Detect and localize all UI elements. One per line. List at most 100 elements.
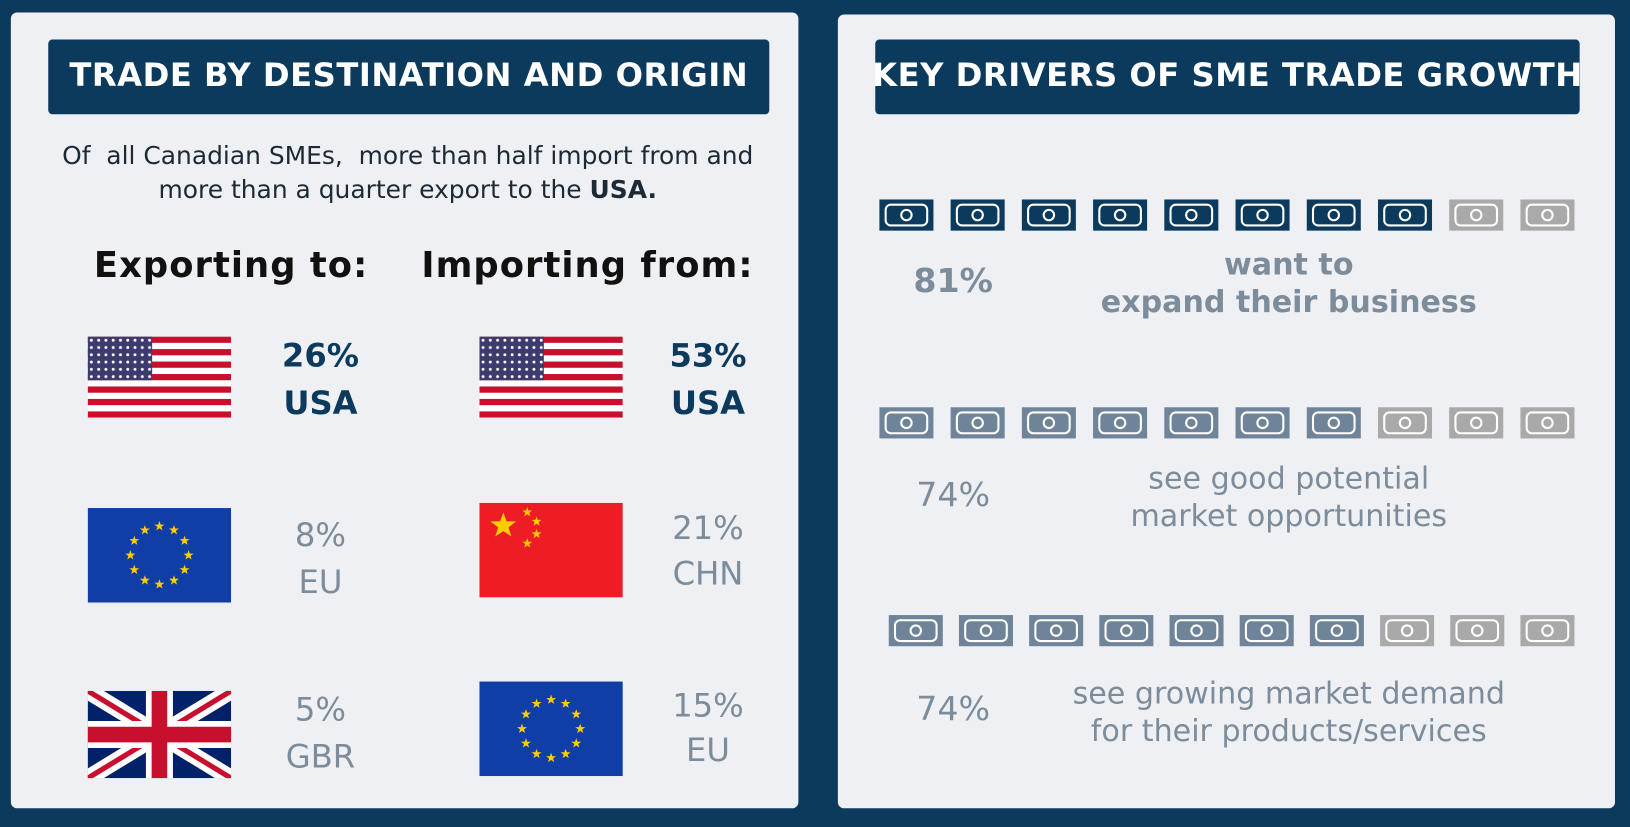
money-icon-inner: [1104, 619, 1149, 643]
driver-text: expand their business: [1101, 285, 1477, 320]
money-icon-inner: [1169, 203, 1214, 227]
money-icon-coin: [1469, 208, 1483, 222]
percent: 15%: [672, 687, 744, 725]
money-icons: [879, 199, 1575, 231]
country: GBR: [286, 737, 355, 775]
panel-title: KEY DRIVERS OF SME TRADE GROWTH: [872, 56, 1583, 94]
money-icon-inner: [1027, 203, 1071, 227]
percent: 21%: [672, 509, 744, 547]
money-icon-coin: [1113, 416, 1127, 430]
money-icon-coin: [971, 416, 984, 430]
money-icon-coin: [1185, 416, 1198, 430]
money-icon-inner: [1315, 619, 1359, 643]
driver-percent: 81%: [913, 261, 993, 300]
money-icon-inner: [1240, 411, 1285, 435]
panel-title: TRADE BY DESTINATION AND ORIGIN: [69, 56, 748, 94]
country: USA: [671, 384, 745, 422]
money-icon-coin: [1256, 416, 1269, 430]
driver-text: for their products/services: [1091, 714, 1487, 749]
driver-percent: 74%: [916, 475, 990, 514]
title-bar: [875, 39, 1580, 115]
money-icon-coin: [1256, 208, 1269, 222]
money-icon-coin: [1541, 624, 1554, 637]
money-icon-coin: [1398, 208, 1412, 222]
flag: [87, 336, 232, 418]
country: USA: [283, 384, 357, 422]
percent: 5%: [295, 691, 346, 729]
money-icon-coin: [1120, 624, 1133, 637]
money-icon-inner: [1034, 619, 1078, 643]
money-icon-inner: [955, 411, 1000, 435]
money-icon-coin: [971, 208, 984, 222]
money-icon-inner: [884, 411, 929, 435]
money-icon-inner: [1098, 203, 1142, 227]
country: EU: [686, 731, 730, 769]
money-icon-coin: [1113, 208, 1127, 222]
money-icon-inner: [1383, 411, 1427, 435]
intro-line: Of all Canadian SMEs, more than half imp…: [62, 141, 753, 170]
money-icon-coin: [1398, 416, 1412, 430]
left-panel: [10, 12, 799, 809]
money-icon-inner: [884, 203, 929, 227]
money-icon-inner: [1455, 619, 1500, 643]
money-icon-inner: [1525, 203, 1570, 227]
money-icon-coin: [1042, 208, 1056, 222]
money-icon-coin: [1330, 624, 1344, 637]
money-icon-inner: [1169, 411, 1214, 435]
flag: [479, 682, 622, 777]
money-icon-inner: [1027, 411, 1071, 435]
money-icon-inner: [1383, 203, 1427, 227]
money-icons: [888, 615, 1575, 647]
money-icon-coin: [1400, 624, 1414, 637]
driver-text: want to: [1224, 247, 1354, 282]
percent: 8%: [295, 516, 346, 554]
flag: [479, 336, 623, 418]
driver-text: see growing market demand: [1073, 677, 1505, 712]
money-icon-inner: [1454, 203, 1499, 227]
money-icon-inner: [1311, 411, 1356, 435]
money-icon-coin: [979, 624, 993, 637]
money-icon-coin: [1327, 208, 1341, 222]
items: 26% USA 8% EU 5% GBR 53% USA 21% CHN 15% EU: [282, 336, 747, 775]
money-icon-inner: [1454, 411, 1499, 435]
money-icon-inner: [1098, 411, 1142, 435]
driver-text: market opportunities: [1130, 499, 1447, 534]
percent: 53%: [669, 336, 746, 374]
country: CHN: [673, 555, 744, 593]
money-icon-coin: [1471, 624, 1484, 637]
country: EU: [299, 563, 343, 601]
column-heading: Exporting to:: [94, 245, 368, 286]
money-icon-coin: [1260, 624, 1273, 637]
money-icons: [879, 407, 1575, 439]
money-icon-inner: [1174, 619, 1219, 643]
money-icon-inner: [1240, 203, 1285, 227]
intro-emphasis: USA.: [590, 175, 657, 204]
money-icon-inner: [955, 203, 1000, 227]
money-icon-inner: [1311, 203, 1356, 227]
money-icon-coin: [900, 416, 913, 430]
money-icon-coin: [1185, 208, 1198, 222]
money-icon-inner: [1244, 619, 1289, 643]
intro-text: more than a quarter export to the: [159, 175, 590, 204]
money-icon-coin: [1042, 416, 1056, 430]
flag: [479, 503, 622, 598]
driver-percent: 74%: [916, 689, 990, 728]
money-icon-coin: [909, 624, 923, 637]
money-icon-coin: [900, 208, 913, 222]
money-icon-inner: [1385, 619, 1429, 643]
money-icon-coin: [1541, 416, 1554, 430]
flag: [88, 691, 231, 778]
money-icon-inner: [893, 619, 938, 643]
money-icon-inner: [964, 619, 1008, 643]
money-icon-coin: [1469, 416, 1483, 430]
intro-line: more than a quarter export to the USA.: [159, 175, 657, 204]
title-bar: [48, 39, 770, 115]
money-icon-coin: [1541, 208, 1554, 222]
percent: 26%: [282, 336, 359, 374]
money-icon-coin: [1049, 624, 1063, 637]
money-icon-inner: [1525, 411, 1570, 435]
money-icon-coin: [1190, 624, 1203, 637]
money-icon-coin: [1327, 416, 1341, 430]
